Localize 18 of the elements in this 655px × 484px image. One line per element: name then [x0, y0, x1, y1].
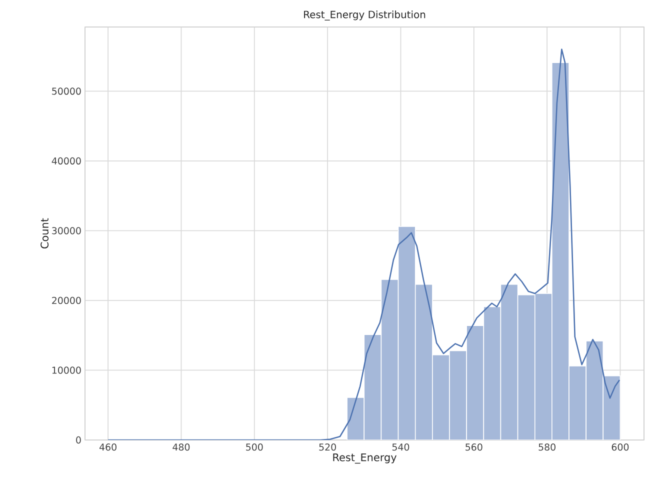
- x-tick-label: 500: [246, 444, 263, 451]
- x-tick-label: 600: [612, 444, 629, 451]
- x-axis-title: Rest_Energy: [333, 454, 397, 464]
- y-tick-label: 0: [76, 436, 81, 444]
- y-tick-label: 10000: [52, 366, 81, 374]
- chart-title: Rest_Energy Distribution: [304, 10, 426, 20]
- line-series: [107, 48, 620, 440]
- y-tick-label: 40000: [52, 157, 81, 165]
- y-tick-label: 30000: [52, 227, 81, 234]
- x-tick-label: 520: [319, 444, 336, 451]
- y-axis-title: Count: [40, 218, 49, 248]
- x-tick-label: 580: [538, 444, 556, 451]
- x-tick-label: 480: [172, 444, 190, 451]
- x-tick-label: 560: [466, 444, 482, 451]
- y-tick-label: 50000: [52, 88, 81, 95]
- y-tick-label: 20000: [52, 296, 81, 304]
- x-tick-label: 460: [99, 444, 116, 451]
- x-tick-label: 540: [392, 444, 410, 451]
